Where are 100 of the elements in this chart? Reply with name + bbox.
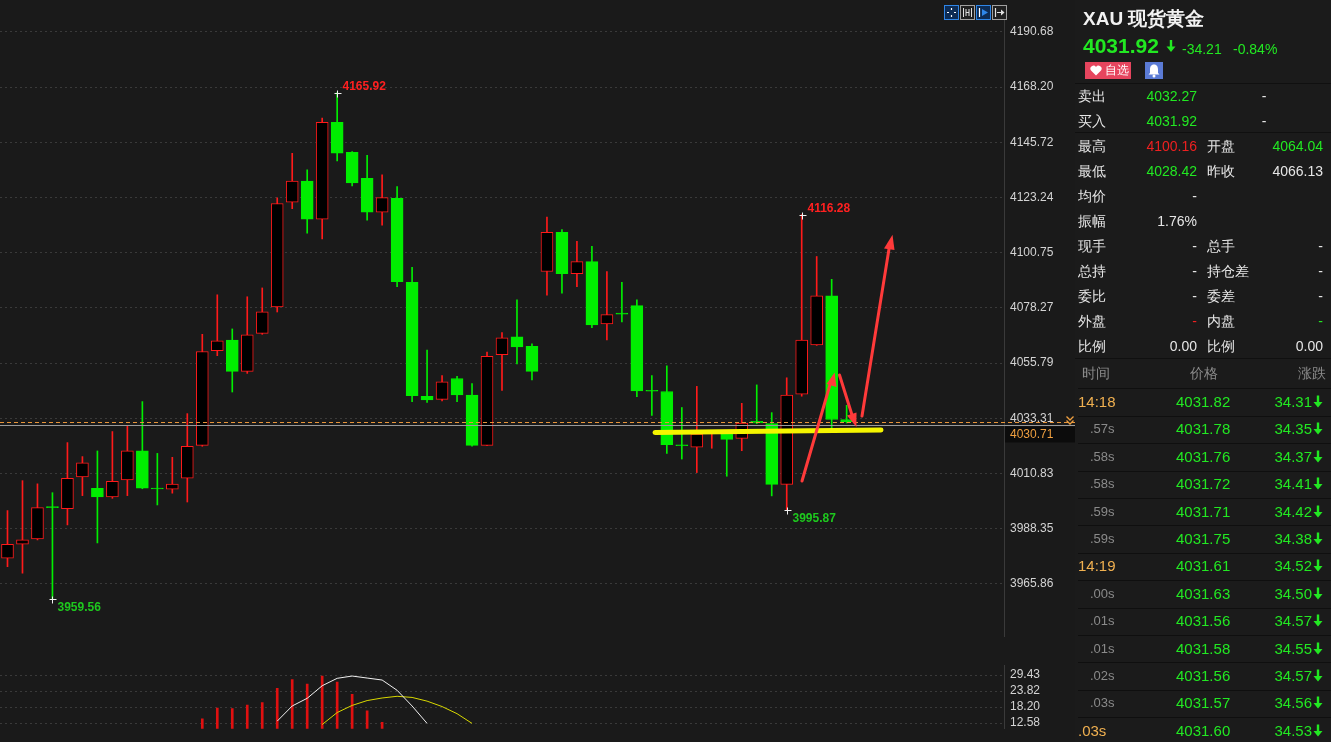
text: 最低 xyxy=(1078,163,1106,180)
text: 外盘 xyxy=(1078,313,1106,330)
text: .00s xyxy=(1090,585,1115,602)
candlestick xyxy=(615,281,629,323)
text: 最高 xyxy=(1078,138,1106,155)
text: 1.76% xyxy=(1157,213,1197,230)
y-tick-label: 4100.75 xyxy=(1010,245,1054,260)
text: 内盘 xyxy=(1207,313,1235,330)
text: - xyxy=(1192,238,1197,255)
text: 4032.27 xyxy=(1146,88,1197,105)
y-tick-label: 12.58 xyxy=(1010,715,1041,730)
text: -0.84% xyxy=(1233,41,1278,58)
text: 4031.56 34.57 xyxy=(1176,612,1312,629)
text: 昨收 xyxy=(1207,163,1235,180)
text: 4031.63 34.50 xyxy=(1176,585,1312,602)
text: 开盘 xyxy=(1207,138,1235,155)
text: 4031.57 34.56 xyxy=(1176,694,1312,711)
text: -34.21 xyxy=(1182,41,1222,58)
text: 涨跌 xyxy=(1298,365,1326,382)
text: 比例 xyxy=(1078,338,1106,355)
text: - xyxy=(1318,313,1323,330)
text: - xyxy=(1192,263,1197,280)
text: .59s xyxy=(1090,531,1115,547)
text: 时间 xyxy=(1082,365,1110,382)
text: 4031.92 xyxy=(1146,113,1197,130)
watchlist-button: 自选 xyxy=(1085,62,1131,79)
candlestick xyxy=(166,457,179,494)
annotation: 4116.28 xyxy=(807,200,851,215)
text: 价格 xyxy=(1190,365,1218,382)
candlestick xyxy=(645,375,659,416)
text: 持仓差 xyxy=(1207,263,1249,280)
text: .58s xyxy=(1090,448,1115,465)
candlestick xyxy=(210,294,224,357)
text: 4031.75 34.38 xyxy=(1176,530,1312,547)
text: 比例 xyxy=(1207,338,1235,355)
annotation: 3959.56 xyxy=(57,599,102,614)
text: XAU 现货黄金 xyxy=(1083,7,1205,30)
y-tick-label: 23.82 xyxy=(1010,683,1041,698)
text: 4031.60 34.53 xyxy=(1176,722,1312,739)
candlestick xyxy=(510,299,524,365)
text: 4031.78 34.35 xyxy=(1176,420,1312,437)
y-tick-label: 4055.79 xyxy=(1010,355,1054,370)
text: 总持 xyxy=(1078,263,1106,280)
text: - xyxy=(1261,88,1267,105)
candlestick xyxy=(675,407,689,460)
text: 4031.92 xyxy=(1083,33,1159,58)
y-tick-label: 4168.20 xyxy=(1010,79,1054,94)
text: - xyxy=(1261,113,1267,130)
text: - xyxy=(1192,188,1197,205)
text: - xyxy=(1318,263,1323,280)
y-tick-label: 4190.68 xyxy=(1010,24,1054,39)
text: 0.00 xyxy=(1295,338,1323,355)
text: 4031.76 34.37 xyxy=(1176,448,1312,465)
text: - xyxy=(1318,238,1323,255)
text: 总手 xyxy=(1207,238,1235,255)
text: 4031.58 34.55 xyxy=(1176,640,1312,657)
text: 卖出 xyxy=(1078,88,1106,105)
text: 振幅 xyxy=(1078,213,1106,230)
candlestick xyxy=(420,349,434,403)
y-tick-label: 4145.72 xyxy=(1010,134,1054,149)
text: 4031.61 34.52 xyxy=(1176,557,1312,574)
text: .03s xyxy=(1078,721,1107,740)
text: 均价 xyxy=(1078,188,1106,205)
annotation: 4165.92 xyxy=(342,78,387,93)
text: 现手 xyxy=(1078,238,1106,255)
text: - xyxy=(1318,288,1323,305)
ref-line-label: 4030.71 xyxy=(1010,426,1054,441)
text: 4064.04 xyxy=(1272,138,1323,155)
text: .02s xyxy=(1090,668,1115,684)
y-tick-label: 18.20 xyxy=(1010,699,1041,714)
text: .59s xyxy=(1090,503,1115,520)
candlestick xyxy=(690,386,704,473)
text: - xyxy=(1192,313,1197,330)
y-tick-label: 4010.83 xyxy=(1010,465,1054,480)
y-tick-label: 4078.27 xyxy=(1010,300,1054,315)
text: 4031.72 34.41 xyxy=(1176,475,1312,492)
text: 14:18 xyxy=(1078,393,1116,411)
y-tick-label: 3965.86 xyxy=(1010,576,1054,591)
y-tick-label: 4123.24 xyxy=(1010,189,1054,204)
y-tick-label: 29.43 xyxy=(1010,667,1041,682)
annotation: 3995.87 xyxy=(792,510,837,525)
text: 4066.13 xyxy=(1272,163,1323,180)
y-tick-label: 3988.35 xyxy=(1010,520,1054,535)
text: 委差 xyxy=(1207,288,1235,305)
text: - xyxy=(1192,288,1197,305)
text: 0.00 xyxy=(1169,338,1197,355)
text: 4031.56 34.57 xyxy=(1176,667,1312,684)
text: 4028.42 xyxy=(1146,163,1197,180)
text: .01s xyxy=(1090,640,1115,657)
text: .01s xyxy=(1090,613,1115,630)
text: .03s xyxy=(1090,695,1115,712)
text: 买入 xyxy=(1078,113,1106,130)
text: 4031.82 34.31 xyxy=(1176,393,1312,410)
y-tick-label: 4033.31 xyxy=(1010,410,1054,425)
candlestick xyxy=(600,271,614,341)
text: 4100.16 xyxy=(1146,138,1197,155)
text: .57s xyxy=(1090,421,1115,438)
text: 4031.71 34.42 xyxy=(1176,503,1312,520)
text: .58s xyxy=(1090,476,1115,493)
text: 14:19 xyxy=(1078,557,1116,576)
